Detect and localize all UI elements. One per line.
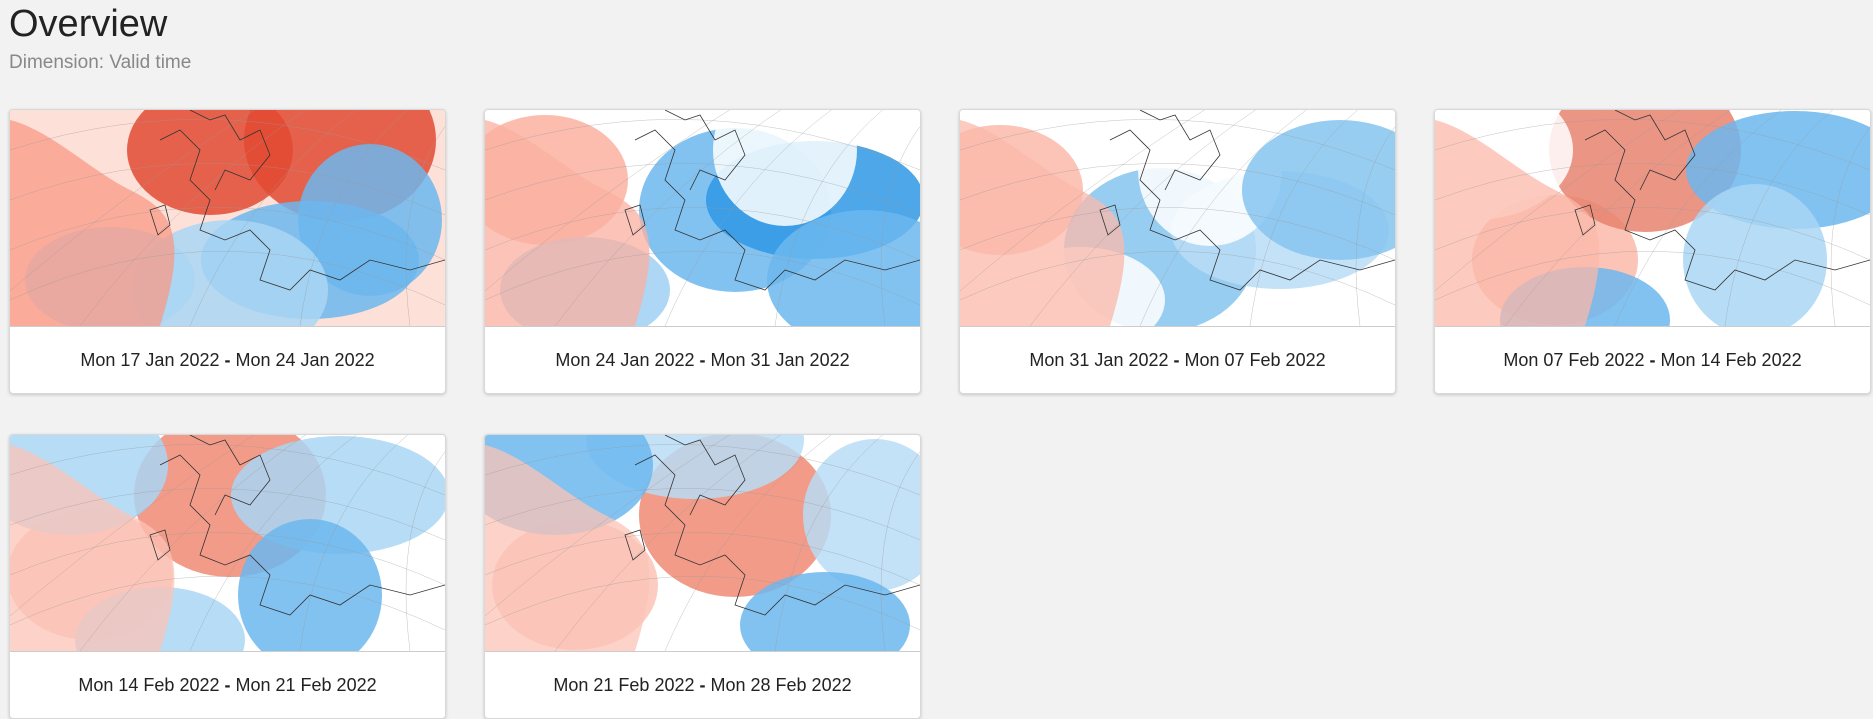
- map-card[interactable]: Mon 31 Jan 2022 - Mon 07 Feb 2022: [959, 109, 1396, 394]
- map-card-caption: Mon 17 Jan 2022 - Mon 24 Jan 2022: [10, 327, 445, 393]
- dimension-subtitle: Dimension: Valid time: [9, 52, 192, 73]
- map-thumbnail[interactable]: [1435, 110, 1870, 327]
- caption-end-date: Mon 21 Feb 2022: [235, 674, 377, 695]
- map-thumbnail[interactable]: [485, 435, 920, 652]
- caption-start-date: Mon 07 Feb 2022: [1503, 349, 1645, 370]
- caption-end-date: Mon 24 Jan 2022: [235, 349, 375, 370]
- caption-separator: -: [699, 349, 706, 370]
- caption-separator: -: [224, 674, 231, 695]
- map-card-caption: Mon 21 Feb 2022 - Mon 28 Feb 2022: [485, 652, 920, 718]
- map-card[interactable]: Mon 21 Feb 2022 - Mon 28 Feb 2022: [484, 434, 921, 719]
- caption-end-date: Mon 28 Feb 2022: [710, 674, 852, 695]
- map-card[interactable]: Mon 17 Jan 2022 - Mon 24 Jan 2022: [9, 109, 446, 394]
- map-thumbnail[interactable]: [10, 110, 445, 327]
- caption-start-date: Mon 24 Jan 2022: [555, 349, 695, 370]
- map-card-caption: Mon 31 Jan 2022 - Mon 07 Feb 2022: [960, 327, 1395, 393]
- map-card[interactable]: Mon 24 Jan 2022 - Mon 31 Jan 2022: [484, 109, 921, 394]
- caption-separator: -: [699, 674, 706, 695]
- caption-separator: -: [224, 349, 231, 370]
- caption-start-date: Mon 21 Feb 2022: [553, 674, 695, 695]
- map-card[interactable]: Mon 07 Feb 2022 - Mon 14 Feb 2022: [1434, 109, 1871, 394]
- caption-end-date: Mon 14 Feb 2022: [1660, 349, 1802, 370]
- map-thumbnail[interactable]: [960, 110, 1395, 327]
- caption-end-date: Mon 07 Feb 2022: [1184, 349, 1326, 370]
- map-card-caption: Mon 14 Feb 2022 - Mon 21 Feb 2022: [10, 652, 445, 718]
- map-card-caption: Mon 24 Jan 2022 - Mon 31 Jan 2022: [485, 327, 920, 393]
- map-card-grid: Mon 17 Jan 2022 - Mon 24 Jan 2022 Mon 24…: [9, 109, 1871, 719]
- map-thumbnail[interactable]: [10, 435, 445, 652]
- page-title: Overview: [9, 3, 168, 45]
- caption-separator: -: [1649, 349, 1656, 370]
- map-card-caption: Mon 07 Feb 2022 - Mon 14 Feb 2022: [1435, 327, 1870, 393]
- caption-start-date: Mon 14 Feb 2022: [78, 674, 220, 695]
- caption-separator: -: [1173, 349, 1180, 370]
- map-card[interactable]: Mon 14 Feb 2022 - Mon 21 Feb 2022: [9, 434, 446, 719]
- caption-start-date: Mon 17 Jan 2022: [80, 349, 220, 370]
- caption-start-date: Mon 31 Jan 2022: [1029, 349, 1169, 370]
- map-thumbnail[interactable]: [485, 110, 920, 327]
- caption-end-date: Mon 31 Jan 2022: [710, 349, 850, 370]
- page-header: Overview Dimension: Valid time: [9, 0, 191, 74]
